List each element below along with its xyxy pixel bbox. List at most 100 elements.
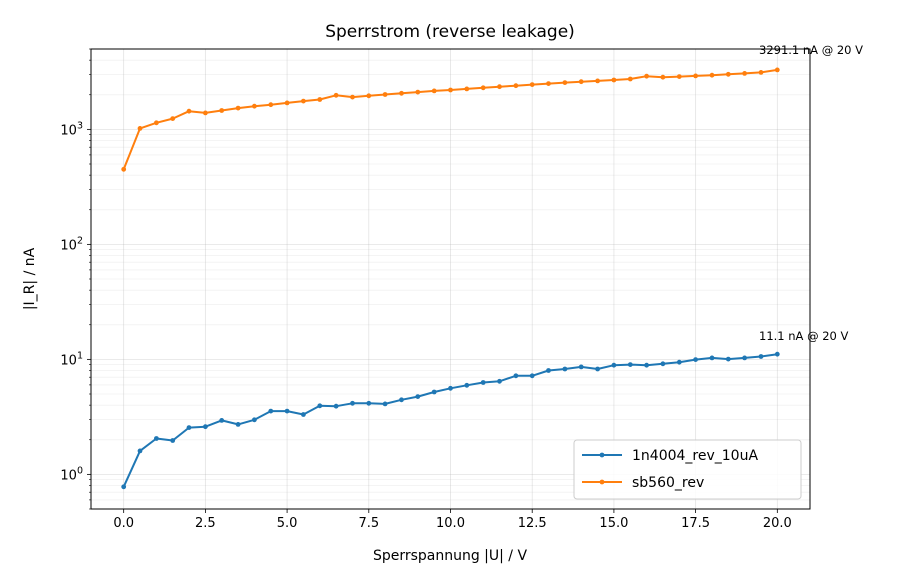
data-point-sb560-rev bbox=[448, 87, 453, 93]
data-point-1n4004-rev-10ua bbox=[660, 361, 666, 367]
data-point-sb560-rev bbox=[758, 70, 764, 75]
data-point-1n4004-rev-10ua bbox=[562, 366, 568, 372]
data-point-1n4004-rev-10ua bbox=[611, 362, 617, 368]
data-point-1n4004-rev-10ua bbox=[546, 368, 551, 373]
data-point-sb560-rev bbox=[317, 97, 323, 102]
data-point-sb560-rev bbox=[627, 76, 633, 82]
data-point-sb560-rev bbox=[350, 94, 355, 100]
data-point-1n4004-rev-10ua bbox=[578, 364, 584, 370]
data-point-sb560-rev bbox=[611, 77, 617, 83]
data-point-1n4004-rev-10ua bbox=[284, 408, 290, 414]
data-point-sb560-rev bbox=[709, 72, 715, 78]
data-point-1n4004-rev-10ua bbox=[513, 373, 519, 379]
data-point-sb560-rev bbox=[219, 108, 225, 113]
data-point-1n4004-rev-10ua bbox=[693, 357, 698, 362]
data-point-sb560-rev bbox=[529, 82, 535, 87]
legend-label-sb560: sb560_rev bbox=[632, 475, 704, 491]
data-point-sb560-rev bbox=[121, 166, 127, 172]
data-point-1n4004-rev-10ua bbox=[333, 403, 339, 409]
data-point-sb560-rev bbox=[562, 80, 568, 85]
data-point-sb560-rev bbox=[154, 120, 159, 126]
chart-title: Sperrstrom (reverse leakage) bbox=[325, 22, 575, 42]
data-point-sb560-rev bbox=[415, 89, 421, 95]
data-point-1n4004-rev-10ua bbox=[595, 366, 600, 372]
data-point-1n4004-rev-10ua bbox=[431, 389, 437, 395]
data-point-sb560-rev bbox=[774, 67, 780, 73]
data-point-1n4004-rev-10ua bbox=[742, 355, 747, 361]
data-point-1n4004-rev-10ua bbox=[170, 438, 176, 443]
data-point-sb560-rev bbox=[252, 103, 257, 109]
legend: 1n4004_rev_10uA sb560_rev bbox=[573, 439, 802, 500]
data-point-1n4004-rev-10ua bbox=[415, 394, 421, 399]
data-point-1n4004-rev-10ua bbox=[676, 359, 682, 365]
y-tick-label: 103 bbox=[60, 120, 83, 138]
data-point-sb560-rev bbox=[431, 88, 437, 94]
data-point-sb560-rev bbox=[578, 79, 584, 85]
x-tick-label: 7.5 bbox=[358, 516, 379, 531]
data-point-1n4004-rev-10ua bbox=[644, 362, 649, 368]
data-point-sb560-rev bbox=[170, 116, 176, 121]
data-point-sb560-rev bbox=[399, 90, 404, 96]
data-point-1n4004-rev-10ua bbox=[252, 417, 257, 423]
data-point-1n4004-rev-10ua bbox=[121, 484, 127, 490]
data-point-1n4004-rev-10ua bbox=[758, 354, 764, 359]
data-point-sb560-rev bbox=[203, 110, 208, 116]
data-point-sb560-rev bbox=[676, 74, 682, 79]
legend-label-1n4004: 1n4004_rev_10uA bbox=[632, 448, 758, 464]
data-point-1n4004-rev-10ua bbox=[186, 425, 192, 430]
data-point-sb560-rev bbox=[186, 108, 192, 114]
y-tick-label: 102 bbox=[60, 235, 83, 253]
x-tick-label: 0.0 bbox=[113, 516, 134, 531]
data-point-1n4004-rev-10ua bbox=[448, 385, 453, 391]
data-point-sb560-rev bbox=[464, 86, 470, 92]
series-layer bbox=[121, 67, 780, 490]
y-axis-label: |I_R| / nA bbox=[22, 247, 38, 310]
data-point-1n4004-rev-10ua bbox=[774, 351, 780, 357]
data-point-sb560-rev bbox=[480, 85, 486, 91]
data-point-sb560-rev bbox=[497, 84, 502, 90]
data-point-1n4004-rev-10ua bbox=[709, 355, 715, 361]
data-point-1n4004-rev-10ua bbox=[137, 448, 143, 454]
data-point-sb560-rev bbox=[595, 78, 600, 84]
data-point-sb560-rev bbox=[644, 73, 649, 79]
x-tick-label: 2.5 bbox=[195, 516, 216, 531]
data-point-sb560-rev bbox=[693, 73, 698, 79]
axis-ticks: 0.0 2.5 5.0 7.5 10.0 12.5 15.0 17.5 20.0 100 101 10… bbox=[60, 48, 792, 531]
y-tick-label: 101 bbox=[60, 350, 83, 368]
data-point-sb560-rev bbox=[235, 105, 241, 111]
x-tick-label: 5.0 bbox=[277, 516, 298, 531]
data-point-sb560-rev bbox=[284, 100, 290, 106]
data-point-sb560-rev bbox=[725, 71, 731, 77]
data-point-1n4004-rev-10ua bbox=[497, 378, 502, 384]
y-tick-label: 100 bbox=[60, 465, 83, 483]
x-tick-label: 10.0 bbox=[436, 516, 465, 531]
x-tick-label: 20.0 bbox=[763, 516, 792, 531]
data-point-1n4004-rev-10ua bbox=[235, 422, 241, 427]
legend-marker-sb560 bbox=[599, 479, 605, 485]
data-point-1n4004-rev-10ua bbox=[350, 400, 355, 406]
x-tick-label: 12.5 bbox=[518, 516, 547, 531]
data-point-1n4004-rev-10ua bbox=[268, 408, 274, 414]
data-point-sb560-rev bbox=[513, 83, 519, 89]
data-point-1n4004-rev-10ua bbox=[219, 418, 225, 423]
data-point-sb560-rev bbox=[301, 98, 306, 104]
data-point-1n4004-rev-10ua bbox=[382, 401, 388, 407]
data-point-1n4004-rev-10ua bbox=[317, 403, 323, 409]
data-point-1n4004-rev-10ua bbox=[301, 412, 306, 417]
data-point-1n4004-rev-10ua bbox=[154, 436, 159, 441]
annotation-1n4004: 11.1 nA @ 20 V bbox=[759, 329, 849, 343]
data-point-sb560-rev bbox=[268, 102, 274, 108]
data-point-1n4004-rev-10ua bbox=[366, 400, 372, 406]
data-point-1n4004-rev-10ua bbox=[725, 356, 731, 362]
data-point-1n4004-rev-10ua bbox=[480, 380, 486, 385]
data-point-sb560-rev bbox=[660, 74, 666, 80]
data-point-sb560-rev bbox=[546, 81, 551, 86]
x-tick-label: 17.5 bbox=[681, 516, 710, 531]
data-point-1n4004-rev-10ua bbox=[627, 362, 633, 367]
legend-box bbox=[573, 439, 802, 500]
data-point-sb560-rev bbox=[366, 93, 372, 99]
data-point-sb560-rev bbox=[742, 71, 747, 76]
data-point-1n4004-rev-10ua bbox=[399, 397, 404, 403]
data-point-1n4004-rev-10ua bbox=[203, 424, 208, 430]
